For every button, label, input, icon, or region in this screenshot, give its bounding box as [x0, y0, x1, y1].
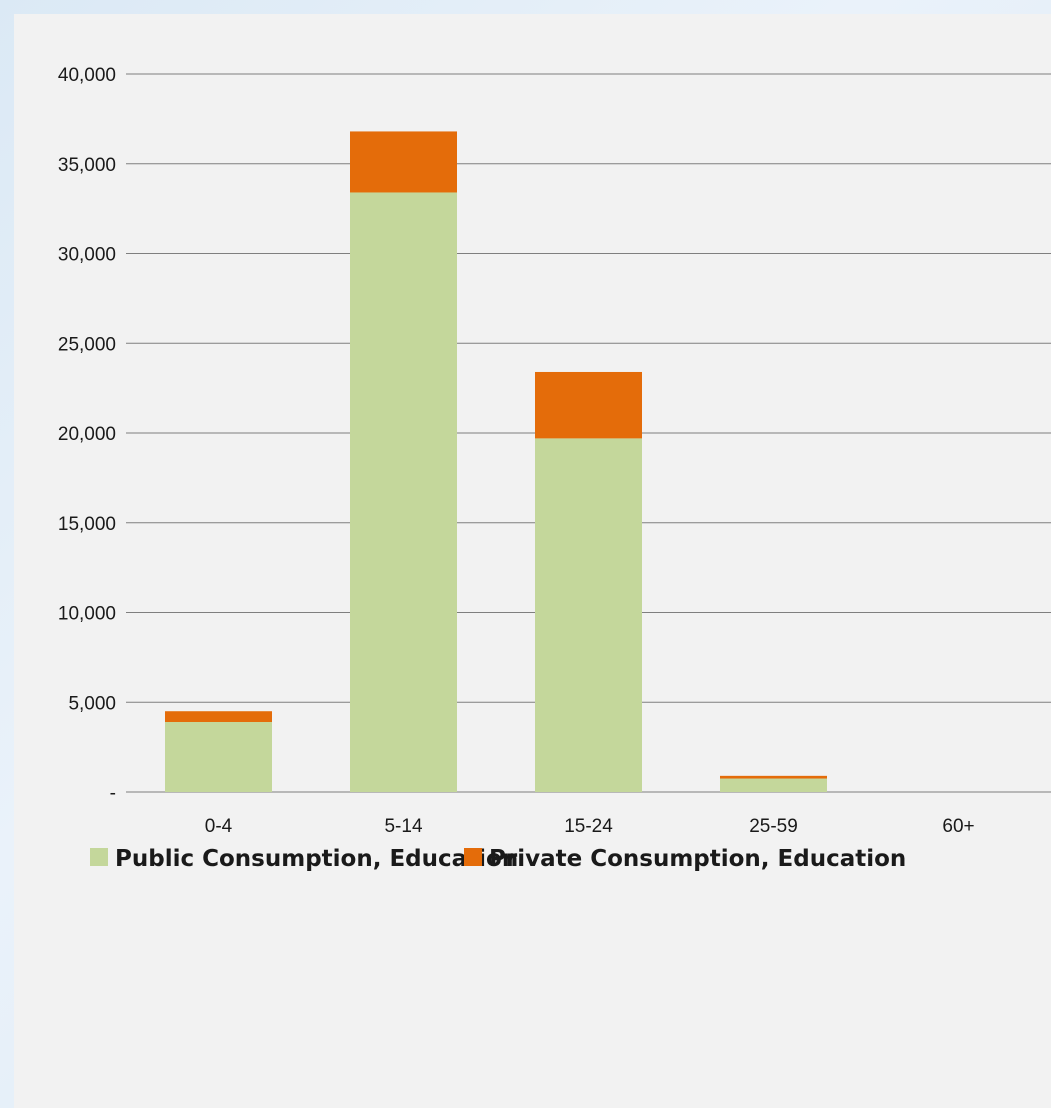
legend-label-1: Private Consumption, Education [489, 846, 906, 872]
y-tick-label: 35,000 [58, 155, 116, 176]
y-axis-ticks: - 5,000 10,000 15,000 20,000 25,000 30,000 35,0… [58, 65, 116, 804]
y-tick-label: 25,000 [58, 334, 116, 355]
bars [165, 131, 827, 793]
y-tick-label: 20,000 [58, 424, 116, 445]
stacked-bar-chart: - 5,000 10,000 15,000 20,000 25,000 30,000 35,0… [58, 65, 1051, 872]
bar-15-24-series-1 [535, 371, 642, 439]
y-tick-label: 40,000 [58, 65, 116, 86]
bar-25-59-series-0 [720, 778, 827, 792]
chart-frame: - 5,000 10,000 15,000 20,000 25,000 30,000 35,0… [14, 14, 1051, 1108]
x-tick-label: 5-14 [384, 816, 422, 837]
y-tick-label: 10,000 [58, 604, 116, 625]
legend-swatch-0 [90, 848, 108, 866]
y-tick-label: - [110, 783, 116, 804]
bar-0-4-series-1 [165, 711, 272, 722]
bar-15-24-series-0 [535, 438, 642, 792]
x-tick-label: 25-59 [749, 816, 798, 837]
x-tick-label: 15-24 [564, 816, 613, 837]
bar-5-14-series-1 [350, 131, 457, 193]
bar-5-14-series-0 [350, 192, 457, 793]
bar-0-4-series-0 [165, 721, 272, 792]
bar-25-59-series-1 [720, 775, 827, 779]
x-tick-label: 60+ [942, 816, 974, 837]
y-tick-label: 5,000 [68, 693, 116, 714]
y-tick-label: 15,000 [58, 514, 116, 535]
x-axis-ticks: 0-4 5-14 15-24 25-59 60+ [205, 816, 975, 837]
y-tick-label: 30,000 [58, 245, 116, 266]
x-tick-label: 0-4 [205, 816, 233, 837]
legend-label-0: Public Consumption, Education [115, 846, 518, 872]
legend-swatch-1 [464, 848, 482, 866]
